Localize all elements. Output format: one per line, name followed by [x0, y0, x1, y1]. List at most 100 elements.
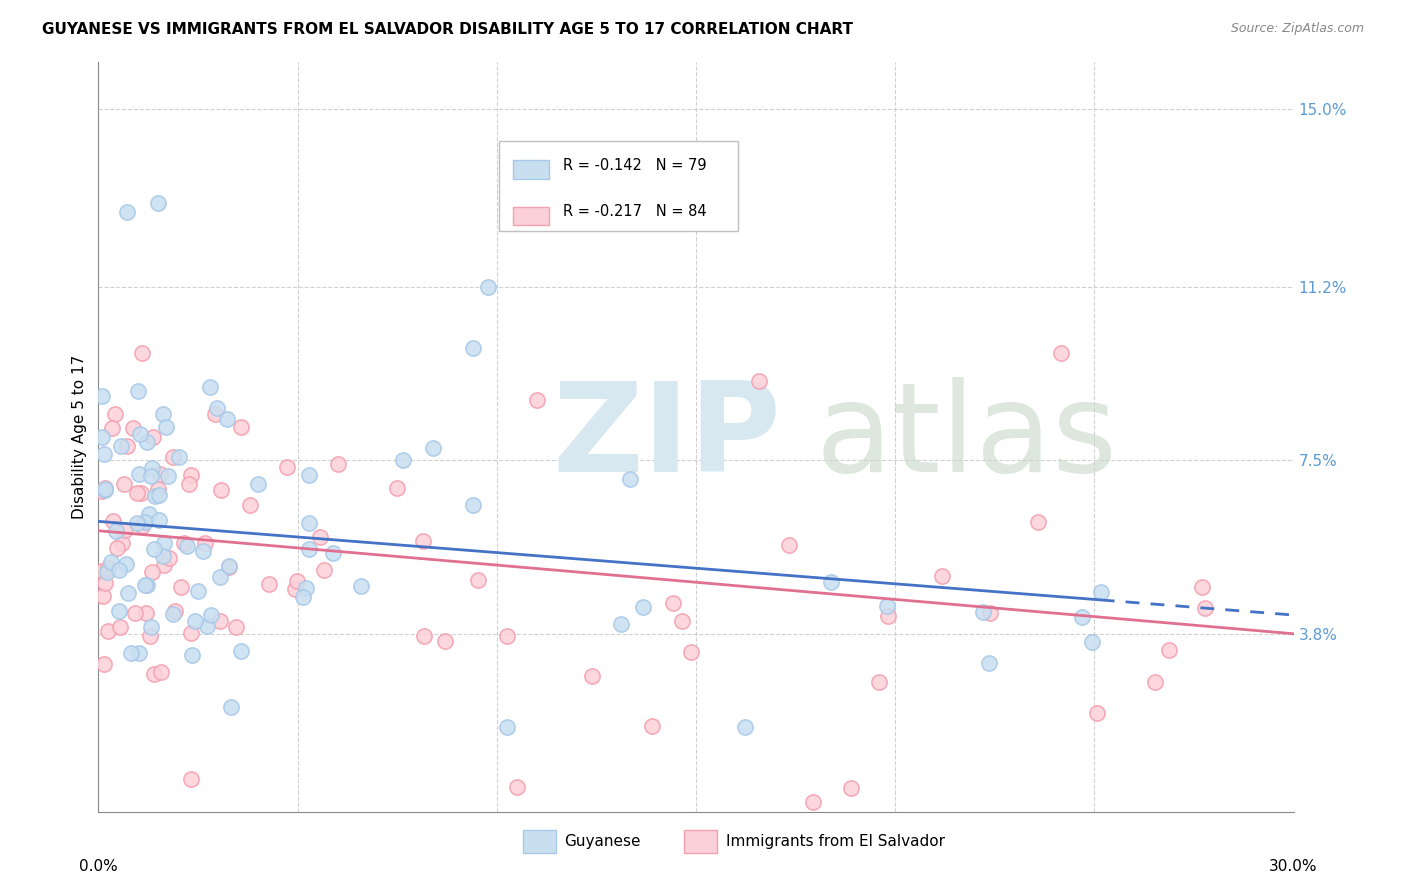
- Point: [177, 477, 200, 491]
- Point: [110, 440, 132, 453]
- Point: [314, 563, 336, 577]
- Point: [1026, 515, 1049, 529]
- Point: [143, 490, 166, 504]
- Point: [115, 205, 138, 219]
- Point: [143, 667, 166, 681]
- Point: [94, 575, 117, 590]
- Point: [1090, 584, 1112, 599]
- Point: [198, 380, 221, 394]
- Text: 30.0%: 30.0%: [1270, 858, 1317, 873]
- Point: [101, 420, 124, 434]
- Point: [194, 536, 217, 550]
- Point: [748, 374, 770, 388]
- Point: [138, 507, 160, 521]
- Point: [128, 646, 150, 660]
- Point: [105, 541, 128, 555]
- Point: [979, 606, 1001, 620]
- Point: [93, 657, 115, 671]
- Point: [96, 566, 118, 580]
- Point: [285, 574, 308, 588]
- Point: [152, 558, 174, 573]
- Point: [979, 657, 1001, 671]
- Text: R = -0.142   N = 79: R = -0.142 N = 79: [564, 158, 707, 172]
- Point: [463, 341, 485, 355]
- Point: [209, 570, 232, 584]
- Point: [176, 539, 198, 553]
- Point: [298, 542, 321, 557]
- Text: 0.0%: 0.0%: [79, 858, 118, 873]
- Point: [129, 486, 152, 500]
- Point: [134, 516, 156, 530]
- Point: [284, 582, 307, 596]
- Point: [152, 536, 174, 550]
- Point: [107, 564, 129, 578]
- Point: [1070, 609, 1092, 624]
- Bar: [685, 830, 717, 853]
- Point: [93, 447, 115, 461]
- Point: [91, 589, 114, 603]
- Point: [218, 560, 240, 574]
- Point: [131, 345, 153, 359]
- Point: [110, 620, 132, 634]
- Point: [581, 669, 603, 683]
- Point: [200, 607, 222, 622]
- Text: Immigrants from El Salvador: Immigrants from El Salvador: [725, 834, 945, 849]
- Point: [115, 440, 138, 453]
- Point: [972, 605, 994, 619]
- Point: [931, 569, 953, 583]
- Point: [641, 719, 664, 733]
- Point: [246, 476, 269, 491]
- Point: [91, 484, 114, 499]
- Point: [209, 614, 232, 628]
- Point: [114, 523, 136, 537]
- Point: [180, 772, 202, 787]
- Point: [298, 516, 321, 530]
- Point: [104, 407, 127, 421]
- Point: [385, 482, 408, 496]
- Point: [91, 389, 114, 403]
- Point: [225, 620, 247, 634]
- Point: [239, 498, 262, 512]
- Point: [127, 384, 149, 398]
- Point: [209, 483, 232, 497]
- Point: [104, 524, 127, 538]
- Point: [187, 584, 209, 599]
- Point: [496, 629, 519, 643]
- Point: [1143, 675, 1166, 690]
- Point: [229, 644, 252, 658]
- Point: [610, 616, 633, 631]
- Point: [1080, 635, 1102, 649]
- Point: [820, 575, 842, 590]
- Point: [671, 614, 693, 628]
- Point: [134, 578, 156, 592]
- Point: [146, 482, 169, 496]
- Text: Guyanese: Guyanese: [565, 834, 641, 849]
- Point: [135, 607, 157, 621]
- Point: [141, 469, 163, 483]
- Y-axis label: Disability Age 5 to 17: Disability Age 5 to 17: [72, 355, 87, 519]
- Point: [97, 624, 120, 639]
- Point: [125, 486, 148, 500]
- Point: [295, 581, 318, 595]
- Point: [139, 629, 162, 643]
- Point: [112, 477, 135, 491]
- Point: [619, 472, 641, 486]
- Point: [162, 450, 184, 464]
- Point: [1191, 580, 1213, 594]
- Point: [131, 519, 153, 533]
- Point: [434, 634, 457, 648]
- Point: [215, 412, 238, 426]
- Point: [149, 665, 172, 680]
- Point: [108, 604, 131, 618]
- Point: [125, 516, 148, 531]
- Point: [173, 536, 195, 550]
- Bar: [513, 207, 548, 225]
- Bar: [523, 830, 557, 853]
- Point: [181, 648, 204, 662]
- Point: [219, 700, 242, 714]
- Point: [111, 535, 134, 549]
- Point: [136, 435, 159, 450]
- Point: [142, 542, 165, 557]
- Point: [180, 626, 202, 640]
- Point: [94, 482, 117, 496]
